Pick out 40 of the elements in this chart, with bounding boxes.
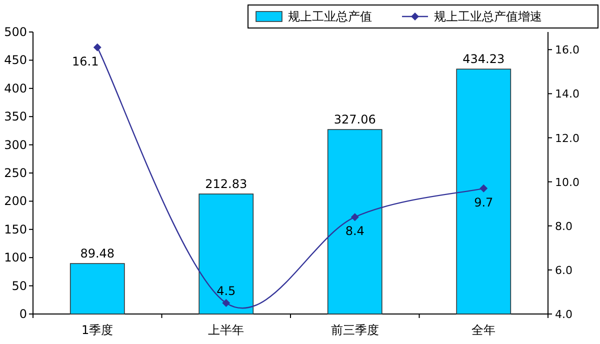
data-label: 16.1 [72,54,99,68]
y-tick-label: 400 [4,81,27,96]
data-label: 8.4 [345,224,364,238]
y2-tick-label: 8.0 [555,220,572,233]
y2-tick-label: 6.0 [555,264,572,277]
x-tick-label: 1季度 [82,323,114,337]
y2-tick-label: 4.0 [555,308,572,321]
data-label: 89.48 [80,246,115,261]
y2-tick-label: 12.0 [555,132,580,145]
y2-tick-label: 14.0 [555,88,580,101]
point [350,213,359,222]
data-label: 4.5 [216,284,236,298]
x-tick-label: 前三季度 [330,323,379,337]
y-tick-label: 50 [12,278,27,293]
y-tick-label: 250 [4,166,27,180]
bar [70,263,125,314]
bar [456,68,512,314]
y-tick-label: 100 [4,250,27,265]
x-tick-label: 上半年 [208,323,244,337]
point [93,43,102,52]
bar [327,129,382,314]
y2-tick-label: 10.0 [555,176,580,189]
point [222,298,230,307]
y-tick-label: 200 [4,194,27,208]
data-label: 212.83 [205,176,248,191]
data-label: 327.06 [334,112,376,127]
point [480,184,488,192]
y-tick-label: 150 [4,222,27,236]
y2-tick-label: 16.0 [555,44,580,57]
y-tick-label: 300 [4,138,27,152]
data-label: 434.23 [462,52,505,66]
data-label: 9.7 [474,195,494,210]
y-tick-label: 350 [4,110,27,124]
bar [198,194,254,314]
x-tick-label: 全年 [472,323,496,337]
legend-label: 规上工业总产值增速 [434,10,542,24]
legend-label: 规上工业总产值 [288,10,372,24]
y-tick-label: 450 [4,53,27,68]
y-tick-label: 500 [4,25,27,39]
y-tick-label: 0 [19,307,27,321]
